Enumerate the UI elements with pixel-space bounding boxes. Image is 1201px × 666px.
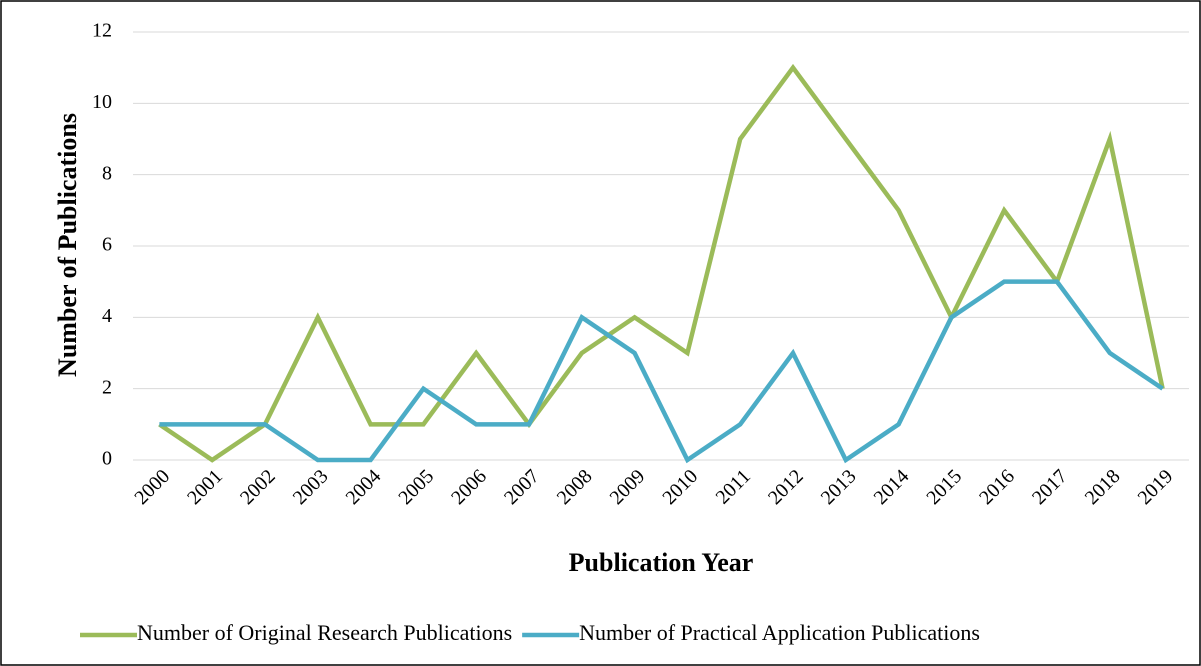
y-tick-label: 8 (102, 162, 112, 184)
y-tick-label: 10 (92, 91, 112, 113)
y-tick-label: 2 (102, 376, 112, 398)
y-axis-label: Number of Publications (53, 113, 82, 377)
x-axis-label: Publication Year (569, 548, 754, 577)
legend-label: Number of Practical Application Publicat… (579, 620, 980, 645)
legend-label: Number of Original Research Publications (137, 620, 512, 645)
y-tick-label: 4 (102, 305, 112, 327)
y-tick-label: 0 (102, 448, 112, 470)
series-line (158, 63, 1165, 463)
series-line (159, 279, 1164, 464)
y-tick-label: 12 (92, 20, 112, 42)
y-tick-label: 6 (102, 234, 112, 256)
